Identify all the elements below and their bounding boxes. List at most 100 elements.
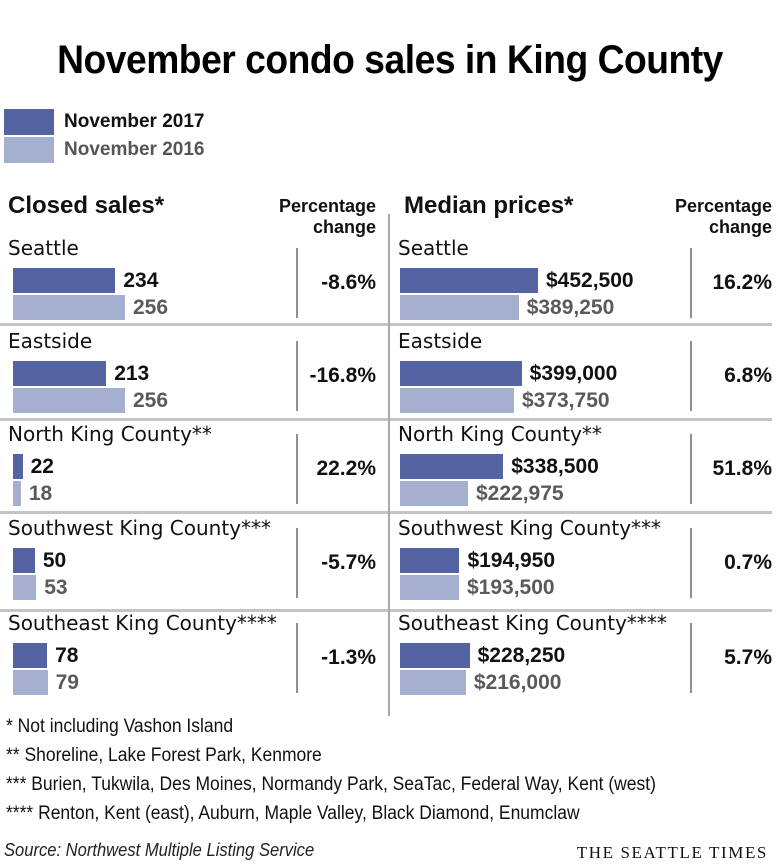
legend: November 2017 November 2016: [4, 108, 204, 164]
region-label: Seattle: [8, 236, 79, 260]
pct-change-header: Percentage change: [675, 196, 772, 238]
bar-2016: [400, 388, 514, 413]
bar-2016: [13, 295, 125, 320]
bar-2016: [13, 481, 21, 506]
bar-value-2016: 18: [28, 482, 53, 505]
row-divider: [296, 248, 298, 318]
bar-2017: [400, 268, 538, 293]
center-divider: [388, 214, 390, 716]
bar-2016: [400, 670, 466, 695]
bar-value-2016: 256: [133, 296, 169, 319]
row-separator: [0, 511, 388, 514]
median-price-row: Eastside $399,000 $373,750 6.8%: [390, 327, 780, 423]
bar-value-2017: 22: [30, 455, 54, 478]
chart-title: November condo sales in King County: [57, 38, 723, 82]
percentage-change-value: 0.7%: [724, 551, 772, 574]
closed-sales-row: Southeast King County**** 78 79 -1.3%: [0, 609, 388, 705]
percentage-change-value: 5.7%: [724, 646, 772, 669]
pct-change-header: Percentage change: [279, 196, 376, 238]
percentage-change-value: 6.8%: [724, 364, 772, 387]
region-label: Southeast King County****: [398, 611, 667, 635]
median-price-row: Seattle $452,500 $389,250 16.2%: [390, 234, 780, 330]
footnote-2: ** Shoreline, Lake Forest Park, Kenmore: [6, 745, 322, 766]
footnote-1: * Not including Vashon Island: [6, 716, 234, 737]
percentage-change-value: 51.8%: [712, 457, 772, 480]
region-label: Eastside: [8, 329, 93, 353]
median-price-row: Southeast King County**** $228,250 $216,00…: [390, 609, 780, 705]
bar-2017: [13, 548, 35, 573]
row-divider: [296, 341, 298, 411]
median-price-row: North King County** $338,500 $222,975 51.8%: [390, 420, 780, 516]
panel-title-closed-sales: Closed sales*: [8, 192, 165, 219]
median-price-row: Southwest King County*** $194,950 $193,500…: [390, 514, 780, 610]
bar-2017: [400, 548, 460, 573]
row-separator: [390, 323, 772, 326]
bar-value-2017: 78: [55, 644, 79, 667]
footnotes: * Not including Vashon Island ** Shoreli…: [6, 712, 712, 828]
region-label: North King County**: [398, 422, 602, 446]
bar-value-2016: $373,750: [521, 389, 610, 412]
region-label: Eastside: [398, 329, 483, 353]
percentage-change-value: -16.8%: [309, 364, 376, 387]
pct-header-line-1: Percentage: [278, 196, 376, 216]
legend-swatch-2016: [4, 137, 54, 163]
bar-value-2016: $389,250: [526, 296, 615, 319]
pct-header-line-2: change: [312, 217, 376, 237]
bar-value-2016: $222,975: [476, 482, 564, 505]
bar-value-2017: $399,000: [529, 362, 618, 385]
percentage-change-value: -1.3%: [321, 646, 376, 669]
row-divider: [296, 434, 298, 504]
closed-sales-row: North King County** 22 18 22.2%: [0, 420, 388, 516]
bar-2017: [400, 361, 522, 386]
row-divider: [690, 434, 692, 504]
bar-value-2016: 79: [55, 671, 79, 694]
row-divider: [690, 528, 692, 598]
bar-2016: [400, 481, 468, 506]
row-divider: [690, 623, 692, 693]
percentage-change-value: 22.2%: [316, 457, 376, 480]
footnote-4: **** Renton, Kent (east), Auburn, Maple …: [6, 803, 580, 824]
bar-2016: [400, 295, 519, 320]
region-label: Southwest King County***: [8, 516, 272, 540]
publisher-logo: THE SEATTLE TIMES: [576, 843, 768, 862]
source-credit: Source: Northwest Multiple Listing Servi…: [4, 840, 315, 860]
row-separator: [390, 609, 772, 612]
bar-value-2017: $338,500: [511, 455, 599, 478]
bar-2016: [13, 575, 37, 600]
bar-value-2017: $228,250: [477, 644, 566, 667]
row-separator: [390, 511, 772, 514]
row-separator: [0, 323, 388, 326]
legend-item-2017: November 2017: [4, 108, 204, 136]
row-divider: [690, 341, 692, 411]
row-separator: [390, 418, 772, 421]
bar-2016: [13, 388, 125, 413]
region-label: Southeast King County****: [8, 611, 277, 635]
bar-value-2016: $193,500: [467, 576, 555, 599]
legend-label-2016: November 2016: [64, 139, 205, 160]
bar-2016: [13, 670, 48, 695]
bar-value-2017: $452,500: [546, 269, 634, 292]
bar-value-2017: 213: [114, 362, 150, 385]
bar-2017: [400, 643, 470, 668]
bar-2017: [400, 454, 504, 479]
bar-2017: [13, 643, 48, 668]
closed-sales-row: Southwest King County*** 50 53 -5.7%: [0, 514, 388, 610]
row-separator: [0, 418, 388, 421]
panel-title-median-prices: Median prices*: [404, 192, 574, 219]
row-divider: [296, 623, 298, 693]
region-label: North King County**: [8, 422, 212, 446]
bar-value-2017: 50: [42, 549, 67, 572]
bar-value-2016: 256: [133, 389, 169, 412]
bar-2017: [13, 268, 116, 293]
region-label: Southwest King County***: [398, 516, 662, 540]
legend-item-2016: November 2016: [4, 136, 204, 164]
region-label: Seattle: [398, 236, 469, 260]
bar-2016: [400, 575, 459, 600]
row-divider: [296, 528, 298, 598]
legend-swatch-2017: [4, 109, 54, 135]
legend-label-2017: November 2017: [64, 111, 205, 132]
bar-value-2017: $194,950: [467, 549, 556, 572]
percentage-change-value: 16.2%: [712, 271, 772, 294]
pct-header-line-2: change: [708, 217, 772, 237]
bar-value-2017: 234: [123, 269, 159, 292]
